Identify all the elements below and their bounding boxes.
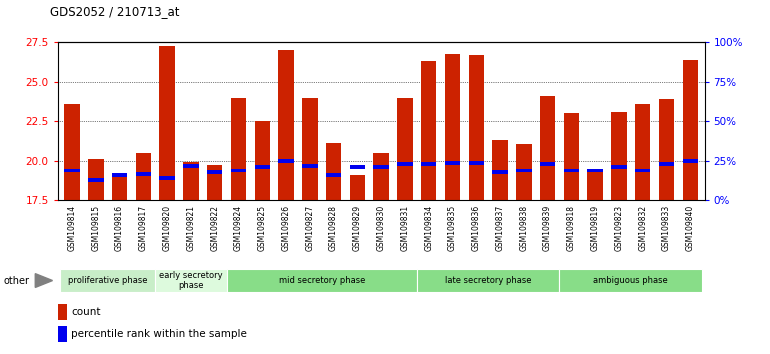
Text: late secretory phase: late secretory phase <box>445 276 531 285</box>
Text: GSM109828: GSM109828 <box>329 205 338 251</box>
Bar <box>207 170 223 174</box>
Bar <box>58 326 68 342</box>
Bar <box>207 165 223 200</box>
Text: other: other <box>4 275 30 286</box>
Bar <box>421 61 437 200</box>
Text: GSM109815: GSM109815 <box>92 205 100 251</box>
Bar <box>373 165 389 169</box>
Bar <box>516 144 531 200</box>
Bar <box>540 96 555 200</box>
Text: GSM109818: GSM109818 <box>567 205 576 251</box>
Bar <box>278 50 294 200</box>
Text: GSM109840: GSM109840 <box>686 205 695 251</box>
Bar <box>635 104 651 200</box>
Bar <box>136 172 151 176</box>
Text: count: count <box>71 307 101 318</box>
Text: GSM109823: GSM109823 <box>614 205 624 251</box>
Bar <box>560 269 702 292</box>
Text: GSM109826: GSM109826 <box>282 205 290 251</box>
Bar <box>540 162 555 166</box>
Bar <box>183 164 199 168</box>
Text: percentile rank within the sample: percentile rank within the sample <box>71 330 247 339</box>
Bar <box>468 55 484 200</box>
Bar <box>682 60 698 200</box>
Bar <box>183 162 199 200</box>
Text: GSM109834: GSM109834 <box>424 205 434 251</box>
Bar <box>112 173 127 177</box>
Bar <box>302 98 317 200</box>
Bar <box>350 165 365 169</box>
Bar <box>350 175 365 200</box>
Bar <box>492 140 507 200</box>
Bar <box>64 104 80 200</box>
Bar <box>611 165 627 169</box>
Bar <box>445 161 460 165</box>
Bar <box>136 153 151 200</box>
Text: GSM109839: GSM109839 <box>543 205 552 251</box>
Text: GSM109831: GSM109831 <box>400 205 410 251</box>
Text: GSM109819: GSM109819 <box>591 205 600 251</box>
Bar <box>326 173 341 177</box>
Bar <box>373 153 389 200</box>
Bar <box>88 159 103 200</box>
Bar <box>159 46 175 200</box>
Text: GSM109825: GSM109825 <box>258 205 266 251</box>
Bar <box>659 99 675 200</box>
Bar <box>588 170 603 200</box>
Bar <box>421 162 437 166</box>
Bar <box>468 161 484 165</box>
Bar <box>659 162 675 166</box>
Text: GDS2052 / 210713_at: GDS2052 / 210713_at <box>50 5 179 18</box>
Bar <box>588 169 603 172</box>
Text: GSM109829: GSM109829 <box>353 205 362 251</box>
Text: mid secretory phase: mid secretory phase <box>279 276 365 285</box>
Polygon shape <box>35 274 52 287</box>
Bar <box>445 53 460 200</box>
Text: ambiguous phase: ambiguous phase <box>594 276 668 285</box>
Text: GSM109830: GSM109830 <box>377 205 386 251</box>
Bar <box>159 176 175 180</box>
Bar <box>60 269 156 292</box>
Bar <box>326 143 341 200</box>
Bar <box>88 178 103 182</box>
Text: GSM109827: GSM109827 <box>306 205 314 251</box>
Bar <box>278 159 294 163</box>
Bar <box>255 121 270 200</box>
Text: GSM109836: GSM109836 <box>472 205 480 251</box>
Bar <box>255 165 270 169</box>
Bar <box>635 169 651 172</box>
Bar <box>417 269 560 292</box>
Text: GSM109822: GSM109822 <box>210 205 219 251</box>
Bar <box>682 159 698 163</box>
Bar <box>564 113 579 200</box>
Bar <box>226 269 417 292</box>
Text: GSM109838: GSM109838 <box>519 205 528 251</box>
Text: GSM109833: GSM109833 <box>662 205 671 251</box>
Text: GSM109835: GSM109835 <box>448 205 457 251</box>
Bar <box>58 304 68 320</box>
Bar <box>516 169 531 172</box>
Text: GSM109814: GSM109814 <box>68 205 76 251</box>
Bar <box>112 176 127 200</box>
Text: GSM109832: GSM109832 <box>638 205 648 251</box>
Text: GSM109820: GSM109820 <box>162 205 172 251</box>
Bar <box>231 169 246 172</box>
Bar <box>156 269 226 292</box>
Bar <box>492 170 507 174</box>
Bar <box>397 98 413 200</box>
Bar <box>64 169 80 172</box>
Text: GSM109837: GSM109837 <box>496 205 504 251</box>
Bar <box>564 169 579 172</box>
Bar <box>302 164 317 168</box>
Text: proliferative phase: proliferative phase <box>68 276 147 285</box>
Text: GSM109817: GSM109817 <box>139 205 148 251</box>
Bar <box>231 98 246 200</box>
Text: GSM109824: GSM109824 <box>234 205 243 251</box>
Text: GSM109821: GSM109821 <box>186 205 196 251</box>
Bar <box>397 162 413 166</box>
Text: GSM109816: GSM109816 <box>115 205 124 251</box>
Text: early secretory
phase: early secretory phase <box>159 271 223 290</box>
Bar <box>611 112 627 200</box>
